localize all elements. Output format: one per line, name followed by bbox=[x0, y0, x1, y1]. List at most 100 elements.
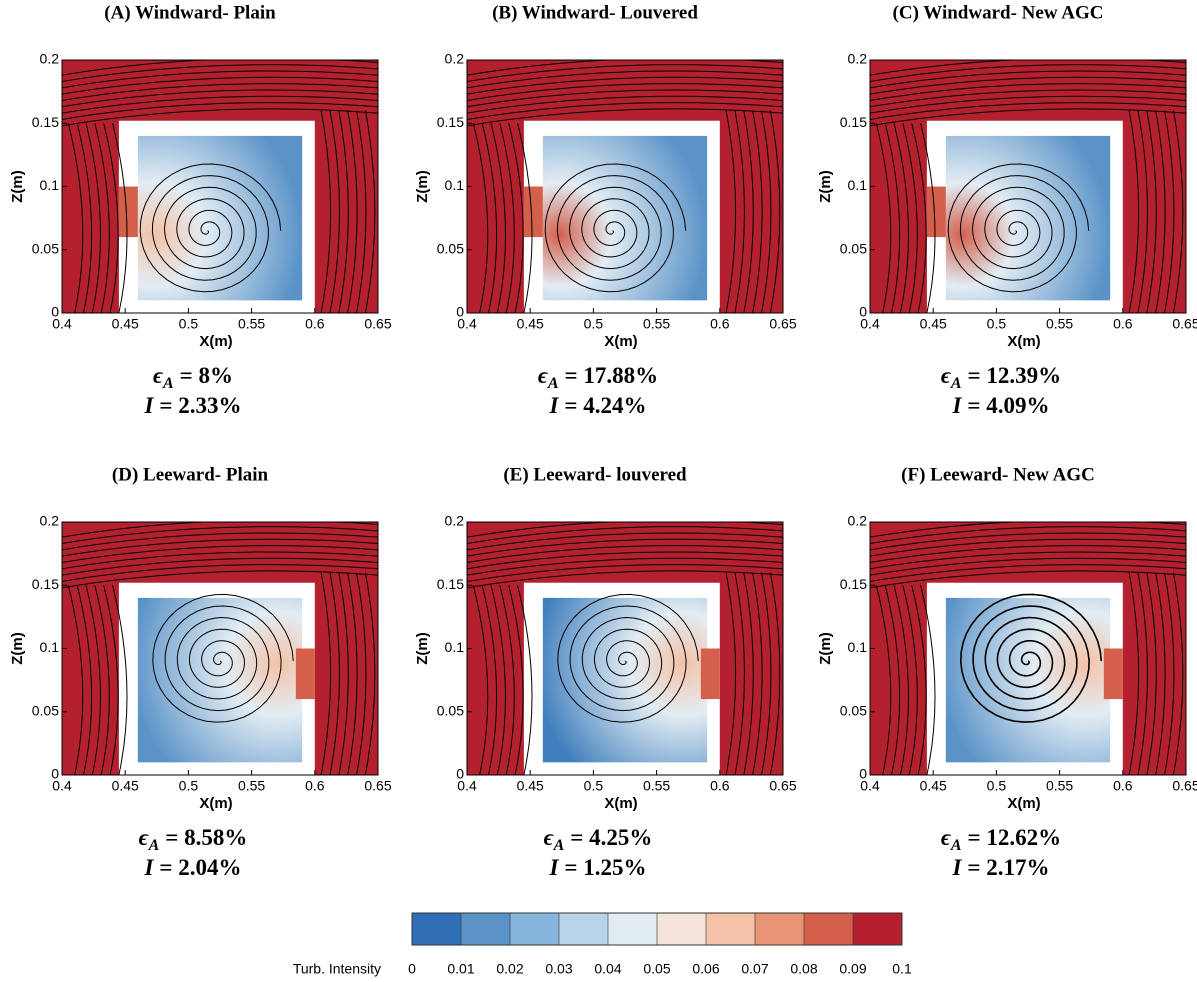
x-axis-label: X(m) bbox=[604, 333, 637, 350]
x-tick-label: 0.5 bbox=[179, 778, 199, 794]
streamline bbox=[1164, 110, 1175, 313]
annotation: I = 2.17% bbox=[951, 855, 1049, 880]
annotation: I = 4.09% bbox=[951, 393, 1049, 418]
value: = 12.39% bbox=[967, 363, 1061, 388]
streamline bbox=[490, 585, 506, 775]
streamline bbox=[870, 108, 1186, 127]
panel: 0.4 0.45 0.5 0.55 0.6 0.65 0 0.05 0.1 0.15 0.2 X(m)… bbox=[817, 2, 1197, 418]
x-tick-label: 0.45 bbox=[920, 778, 947, 794]
x-tick-label: 0.6 bbox=[305, 778, 325, 794]
value: = 2.17% bbox=[967, 855, 1049, 880]
colorbar-band bbox=[804, 913, 854, 945]
streamline bbox=[870, 538, 1186, 557]
colorbar-tick-label: 0.02 bbox=[496, 961, 523, 977]
y-tick-label: 0 bbox=[859, 304, 867, 320]
streamline bbox=[1128, 572, 1140, 775]
x-tick-label: 0.55 bbox=[1046, 316, 1073, 332]
streamline bbox=[364, 572, 376, 775]
streamline bbox=[508, 123, 524, 313]
x-axis-label: X(m) bbox=[1007, 795, 1040, 812]
x-tick-label: 0.4 bbox=[457, 316, 477, 332]
streamline bbox=[467, 64, 783, 82]
streamline bbox=[1146, 572, 1157, 775]
streamline bbox=[920, 123, 936, 313]
colorbar-band bbox=[706, 913, 756, 945]
x-tick-label: 0.65 bbox=[769, 316, 796, 332]
streamline bbox=[481, 585, 498, 775]
symbol: ϵ bbox=[538, 363, 548, 388]
streamline bbox=[467, 60, 783, 76]
streamline bbox=[902, 585, 918, 775]
streamline bbox=[94, 123, 110, 313]
y-tick-label: 0.1 bbox=[445, 177, 465, 193]
opening bbox=[118, 186, 138, 238]
symbol: I bbox=[951, 393, 962, 418]
colorbar-tick-label: 0.04 bbox=[594, 961, 621, 977]
streamline bbox=[347, 110, 358, 313]
colorbar-band bbox=[412, 913, 462, 945]
panel-title: (C) Windward- New AGC bbox=[893, 2, 1104, 23]
streamline bbox=[62, 538, 378, 557]
y-tick-label: 0.2 bbox=[848, 51, 868, 67]
streamline bbox=[481, 123, 498, 313]
streamline bbox=[112, 585, 128, 775]
streamline bbox=[467, 557, 783, 576]
x-tick-label: 0.4 bbox=[860, 316, 880, 332]
streamline bbox=[103, 585, 119, 775]
streamline bbox=[62, 532, 378, 551]
x-tick-label: 0.45 bbox=[920, 316, 947, 332]
panel: 0.4 0.45 0.5 0.55 0.6 0.65 0 0.05 0.1 0.15 0.2 X(m)… bbox=[9, 2, 392, 418]
x-axis-label: X(m) bbox=[1007, 333, 1040, 350]
streamline bbox=[870, 64, 1186, 82]
value: = 2.04% bbox=[159, 855, 241, 880]
x-tick-label: 0.65 bbox=[364, 316, 391, 332]
colorbar-frame bbox=[411, 912, 903, 946]
streamline bbox=[94, 585, 110, 775]
streamline bbox=[870, 545, 1186, 563]
x-tick-label: 0.5 bbox=[987, 778, 1007, 794]
annotation: I = 1.25% bbox=[548, 855, 646, 880]
value: = 17.88% bbox=[564, 363, 658, 388]
x-tick-label: 0.4 bbox=[860, 778, 880, 794]
colorbar-band bbox=[510, 913, 560, 945]
value: = 4.25% bbox=[570, 825, 652, 850]
y-tick-label: 0 bbox=[859, 766, 867, 782]
streamline bbox=[62, 526, 378, 544]
y-tick-label: 0.1 bbox=[40, 177, 60, 193]
symbol: I bbox=[951, 855, 962, 880]
x-tick-label: 0.55 bbox=[238, 316, 265, 332]
streamline bbox=[467, 89, 783, 108]
streamline bbox=[1164, 572, 1175, 775]
streamline bbox=[911, 585, 927, 775]
annotation: ϵA = 8% bbox=[153, 363, 233, 391]
value: = 4.09% bbox=[967, 393, 1049, 418]
colorbar-tick-label: 0.09 bbox=[839, 961, 866, 977]
opening bbox=[700, 648, 720, 700]
interior bbox=[542, 135, 708, 301]
streamline bbox=[1172, 110, 1184, 313]
symbol: ϵ bbox=[544, 825, 554, 850]
y-tick-label: 0.2 bbox=[445, 513, 465, 529]
colorbar-band bbox=[608, 913, 658, 945]
streamline bbox=[467, 522, 783, 538]
y-axis-label: Z(m) bbox=[9, 632, 26, 665]
streamline bbox=[893, 585, 909, 775]
streamline bbox=[356, 572, 367, 775]
y-tick-label: 0.1 bbox=[848, 177, 868, 193]
streamline bbox=[62, 60, 378, 76]
streamline bbox=[356, 110, 367, 313]
value: = 8.58% bbox=[165, 825, 247, 850]
streamline bbox=[752, 572, 763, 775]
streamline bbox=[517, 585, 533, 775]
annotation: I = 2.33% bbox=[143, 393, 241, 418]
streamline bbox=[725, 572, 737, 775]
plot-area bbox=[62, 522, 378, 775]
streamline bbox=[62, 76, 378, 95]
streamline bbox=[884, 123, 901, 313]
x-axis-label: X(m) bbox=[199, 333, 232, 350]
streamline bbox=[734, 110, 745, 313]
y-tick-label: 0.15 bbox=[32, 576, 59, 592]
y-axis-label: Z(m) bbox=[817, 632, 834, 665]
panel-title: (E) Leeward- louvered bbox=[503, 464, 687, 485]
value: = 2.33% bbox=[159, 393, 241, 418]
